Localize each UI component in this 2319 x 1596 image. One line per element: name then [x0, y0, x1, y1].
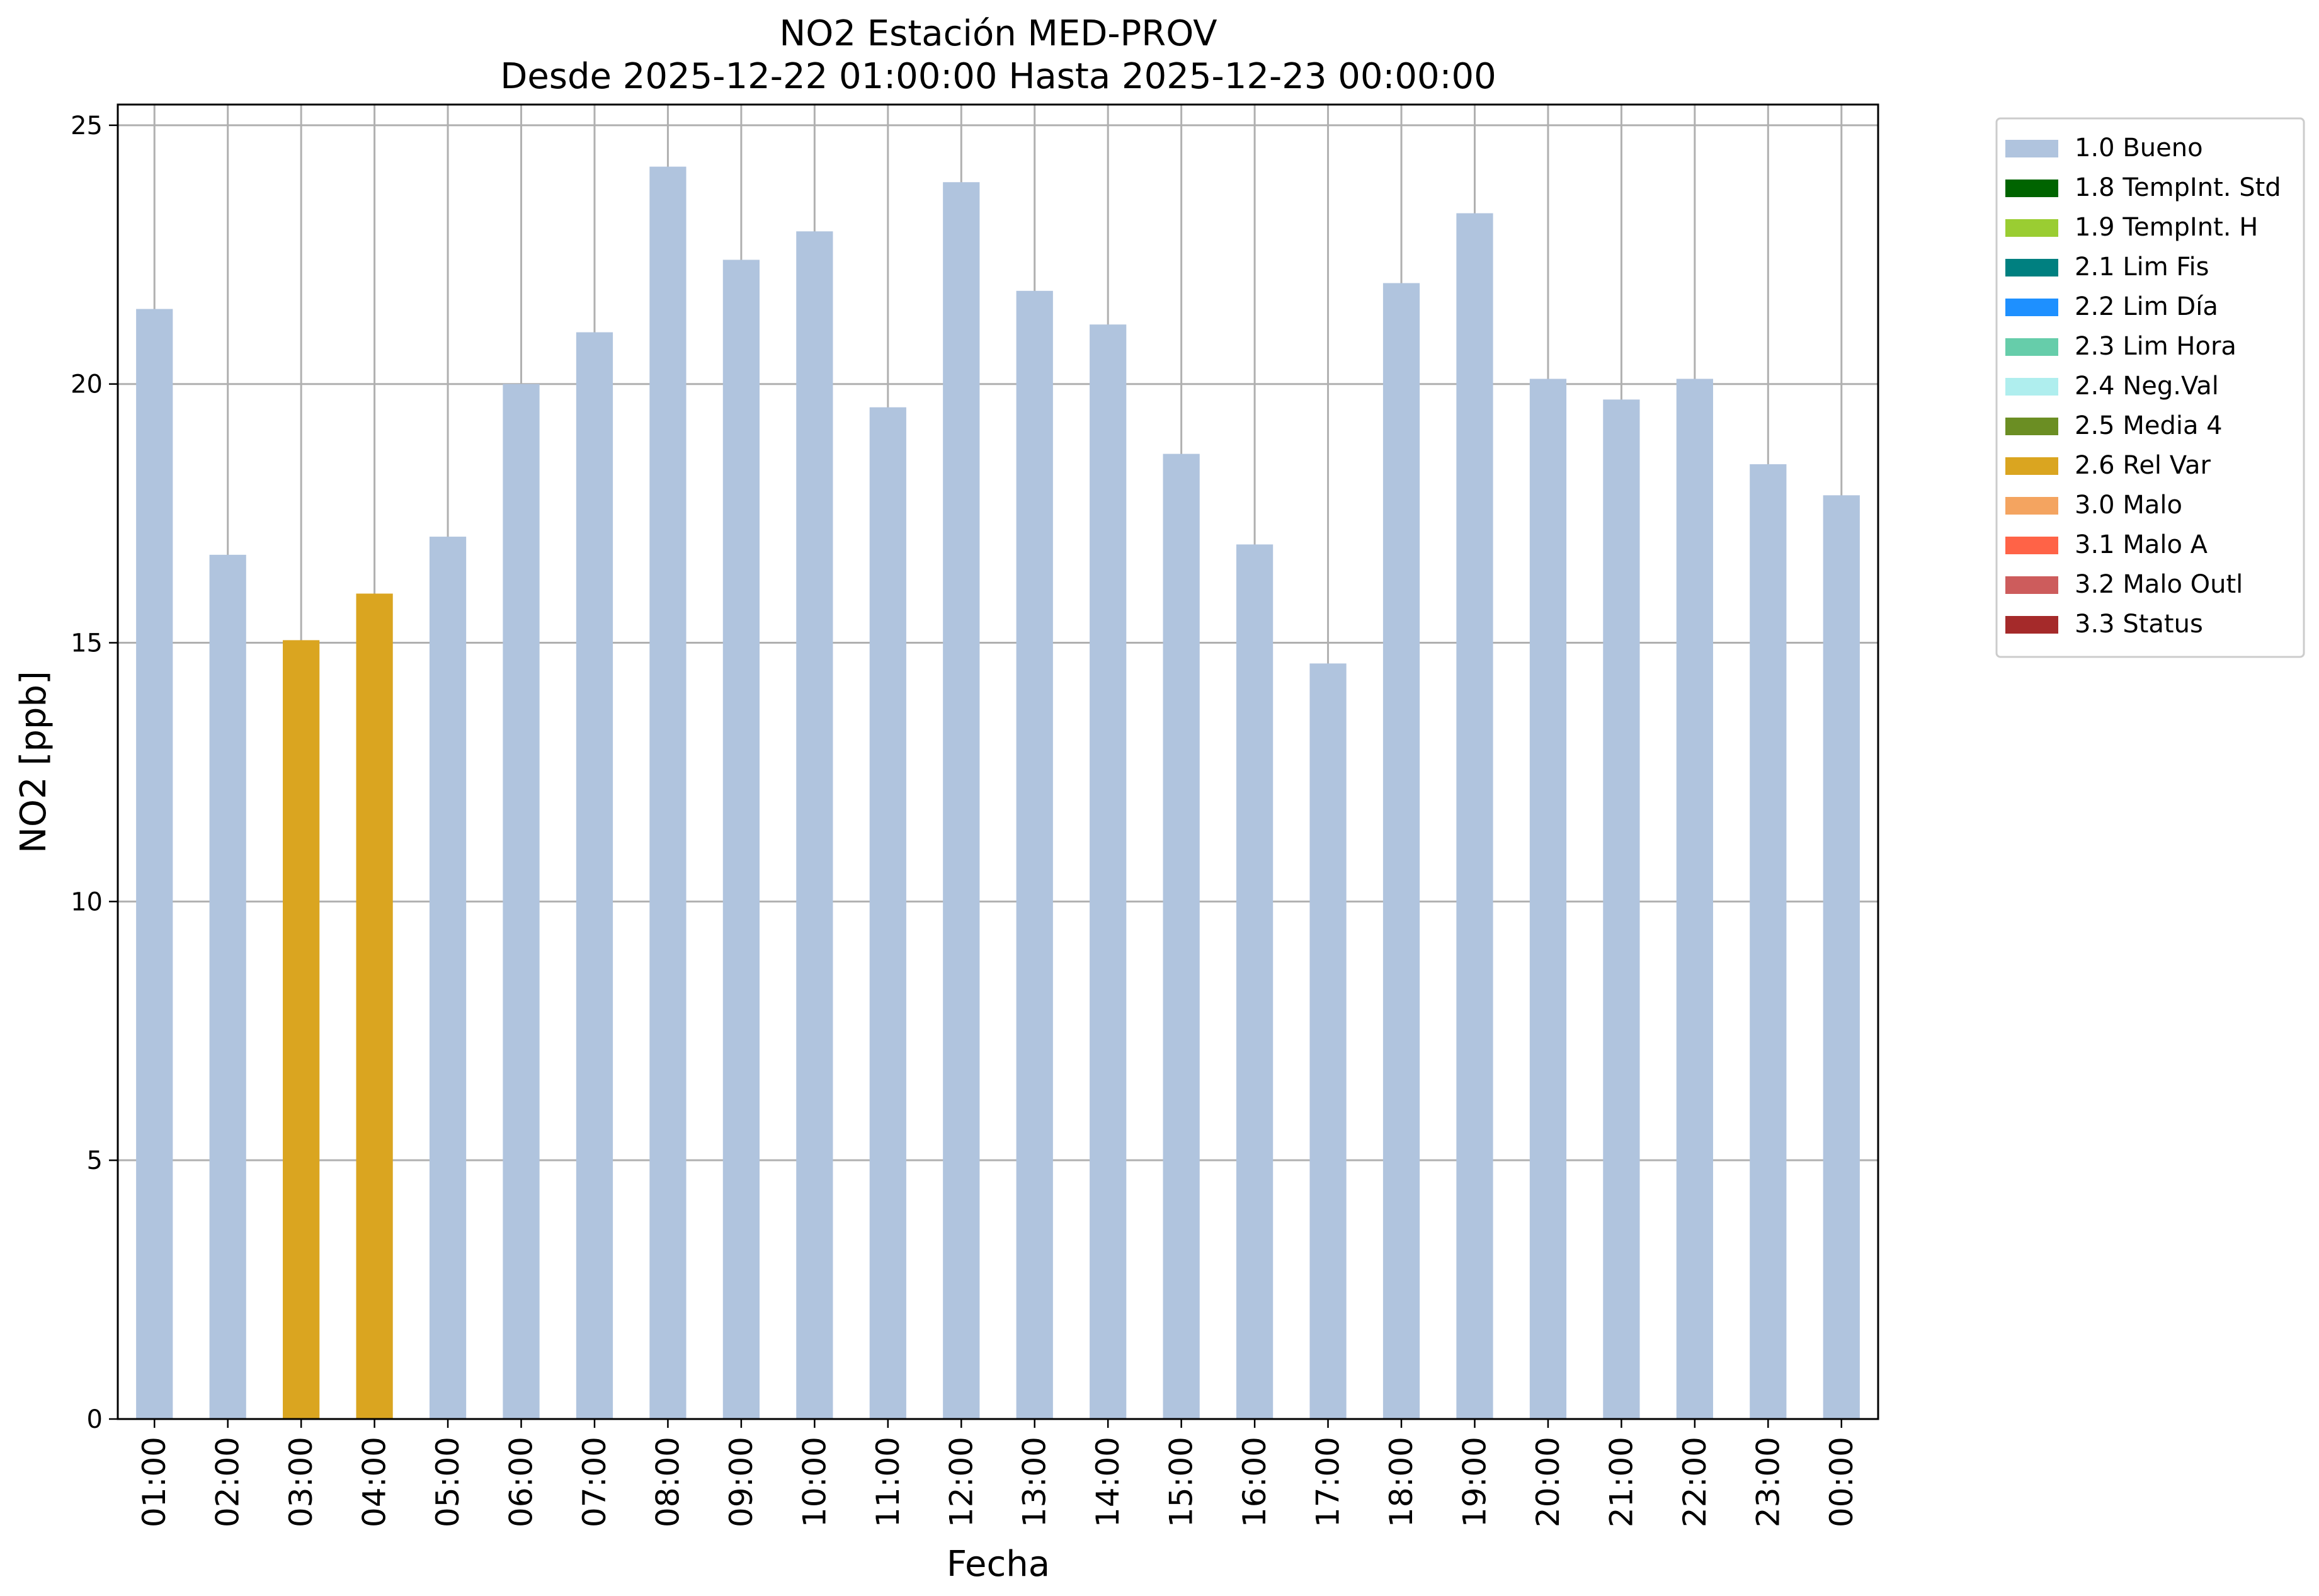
legend-item-label: 1.8 TempInt. Std: [2075, 173, 2281, 202]
x-tick-label: 07:00: [576, 1437, 613, 1527]
legend-item-label: 3.2 Malo Outl: [2075, 570, 2243, 599]
y-tick-label: 20: [71, 370, 103, 399]
x-tick-label: 01:00: [136, 1437, 173, 1527]
x-tick-label: 03:00: [283, 1437, 319, 1527]
bar-04:00: [356, 593, 393, 1419]
x-tick-label: 18:00: [1383, 1437, 1420, 1527]
bar-11:00: [869, 407, 906, 1420]
bar-08:00: [649, 166, 687, 1420]
x-tick-label: 17:00: [1310, 1437, 1347, 1527]
legend-swatch: [2005, 338, 2058, 356]
bar-16:00: [1236, 544, 1273, 1419]
bar-17:00: [1309, 663, 1347, 1419]
bars: [136, 166, 1860, 1420]
bar-15:00: [1163, 453, 1200, 1419]
x-axis: 01:00 02:00 03:00 04:00 05:00 06:00 07:00 08:00…: [136, 1419, 1860, 1527]
x-tick-label: 04:00: [356, 1437, 393, 1527]
bar-13:00: [1016, 290, 1053, 1419]
x-tick-label: 08:00: [649, 1437, 686, 1527]
legend-item-label: 2.5 Media 4: [2075, 411, 2223, 440]
bar-01:00: [136, 309, 173, 1419]
legend-item-label: 3.0 Malo: [2075, 491, 2182, 520]
bar-05:00: [429, 537, 467, 1419]
x-tick-label: 00:00: [1823, 1437, 1860, 1527]
y-tick-label: 15: [71, 629, 103, 658]
bar-10:00: [796, 231, 833, 1419]
legend-item-label: 2.6 Rel Var: [2075, 451, 2211, 480]
x-tick-label: 20:00: [1530, 1437, 1566, 1527]
bar-03:00: [283, 640, 320, 1420]
bar-18:00: [1382, 283, 1420, 1419]
legend: 1.0 Bueno 1.8 TempInt. Std 1.9 TempInt. H 2…: [1995, 117, 2305, 658]
bar-20:00: [1529, 379, 1567, 1420]
legend-item-label: 1.9 TempInt. H: [2075, 213, 2258, 242]
legend-swatch: [2005, 219, 2058, 237]
x-tick-label: 09:00: [723, 1437, 760, 1527]
y-tick-label: 5: [87, 1146, 103, 1175]
bar-02:00: [209, 554, 246, 1419]
legend-swatch: [2005, 418, 2058, 435]
x-tick-label: 06:00: [503, 1437, 540, 1527]
x-tick-label: 23:00: [1750, 1437, 1786, 1527]
y-tick-label: 10: [71, 887, 103, 916]
bar-21:00: [1603, 399, 1640, 1419]
bar-07:00: [576, 332, 613, 1419]
bar-19:00: [1456, 213, 1493, 1419]
legend-item-label: 2.2 Lim Día: [2075, 292, 2218, 321]
chart-title: NO2 Estación MED-PROV: [779, 13, 1217, 54]
bar-06:00: [503, 384, 540, 1420]
x-tick-label: 10:00: [796, 1437, 833, 1527]
x-tick-label: 13:00: [1017, 1437, 1053, 1527]
legend-swatch: [2005, 259, 2058, 276]
x-tick-label: 22:00: [1677, 1437, 1713, 1527]
legend-item-label: 3.3 Status: [2075, 610, 2203, 639]
bar-12:00: [943, 182, 980, 1419]
x-tick-label: 05:00: [430, 1437, 466, 1527]
legend-swatch: [2005, 537, 2058, 554]
legend-item-label: 1.0 Bueno: [2075, 134, 2203, 162]
x-tick-label: 12:00: [943, 1437, 979, 1527]
x-tick-label: 11:00: [870, 1437, 906, 1527]
y-tick-label: 25: [71, 111, 103, 140]
legend-swatch: [2005, 497, 2058, 515]
bar-23:00: [1750, 464, 1787, 1419]
x-tick-label: 21:00: [1603, 1437, 1639, 1527]
bar-00:00: [1823, 495, 1860, 1420]
legend-swatch: [2005, 378, 2058, 396]
x-tick-label: 16:00: [1236, 1437, 1273, 1527]
legend-swatch: [2005, 140, 2058, 157]
bar-09:00: [722, 259, 760, 1419]
x-axis-label: Fecha: [947, 1544, 1050, 1585]
chart-subtitle: Desde 2025-12-22 01:00:00 Hasta 2025-12-…: [500, 56, 1496, 97]
x-tick-label: 02:00: [210, 1437, 246, 1527]
x-tick-label: 14:00: [1090, 1437, 1126, 1527]
bar-14:00: [1090, 324, 1127, 1419]
legend-item-label: 2.3 Lim Hora: [2075, 332, 2236, 361]
legend-swatch: [2005, 299, 2058, 316]
legend-swatch: [2005, 616, 2058, 634]
legend-swatch: [2005, 180, 2058, 197]
legend-frame: [1995, 117, 2305, 658]
y-tick-label: 0: [87, 1405, 103, 1434]
bar-22:00: [1676, 379, 1713, 1420]
y-axis-label: NO2 [ppb]: [13, 671, 54, 853]
legend-item-label: 2.4 Neg.Val: [2075, 372, 2219, 401]
legend-swatch: [2005, 457, 2058, 475]
x-tick-label: 19:00: [1456, 1437, 1493, 1527]
legend-swatch: [2005, 576, 2058, 594]
plot-area-frame: [117, 103, 1879, 1420]
legend-item-label: 3.1 Malo A: [2075, 530, 2208, 559]
legend-item-label: 2.1 Lim Fis: [2075, 253, 2209, 282]
x-tick-label: 15:00: [1163, 1437, 1200, 1527]
y-axis: 0 5 10 15 20 25: [71, 111, 118, 1434]
